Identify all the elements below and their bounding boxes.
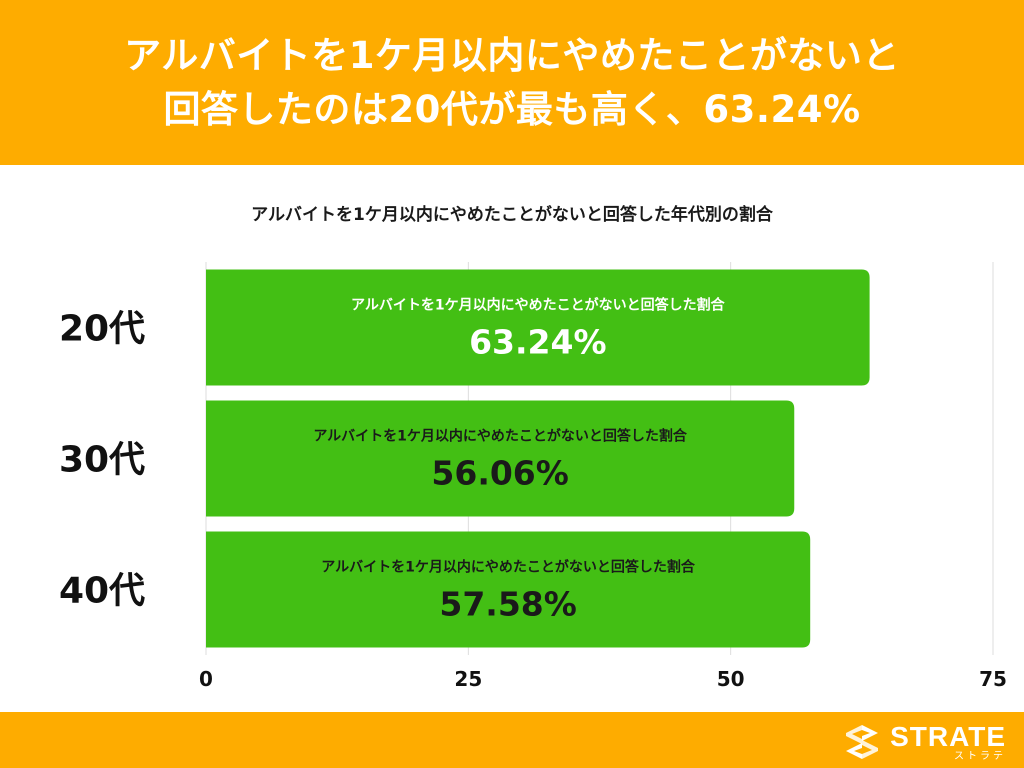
category-label: 30代 — [59, 440, 145, 481]
bar-series-label: アルバイトを1ケ月以内にやめたことがないと回答した割合 — [313, 428, 688, 445]
headline-line-2: 回答したのは20代が最も高く、63.24% — [163, 87, 861, 131]
chart-title: アルバイトを1ケ月以内にやめたことがないと回答した年代別の割合 — [251, 205, 773, 225]
category-label: 40代 — [59, 571, 145, 612]
category-label: 20代 — [59, 309, 145, 350]
brand-logo: STRATE ストラテ — [842, 720, 1006, 764]
headline-line-1: アルバイトを1ケ月以内にやめたことがないと — [124, 33, 900, 77]
x-tick-label: 75 — [979, 667, 1007, 691]
x-tick-label: 50 — [717, 667, 745, 691]
bar-value-label: 57.58% — [439, 585, 576, 624]
bar-value-label: 63.24% — [469, 323, 606, 362]
x-tick-label: 0 — [199, 667, 213, 691]
bar — [206, 269, 870, 386]
bar — [206, 531, 811, 648]
footer-banner: STRATE ストラテ — [0, 712, 1024, 768]
logo-wordmark: STRATE — [890, 720, 1006, 752]
bar — [206, 400, 795, 517]
bar-series-label: アルバイトを1ケ月以内にやめたことがないと回答した割合 — [321, 559, 696, 576]
x-tick-label: 25 — [454, 667, 482, 691]
bar-series-label: アルバイトを1ケ月以内にやめたことがないと回答した割合 — [351, 297, 726, 314]
strate-s-logo-icon — [846, 725, 879, 759]
bar-value-label: 56.06% — [431, 454, 568, 493]
header-banner: アルバイトを1ケ月以内にやめたことがないと 回答したのは20代が最も高く、63.… — [0, 0, 1024, 165]
logo-kana: ストラテ — [954, 750, 1006, 762]
